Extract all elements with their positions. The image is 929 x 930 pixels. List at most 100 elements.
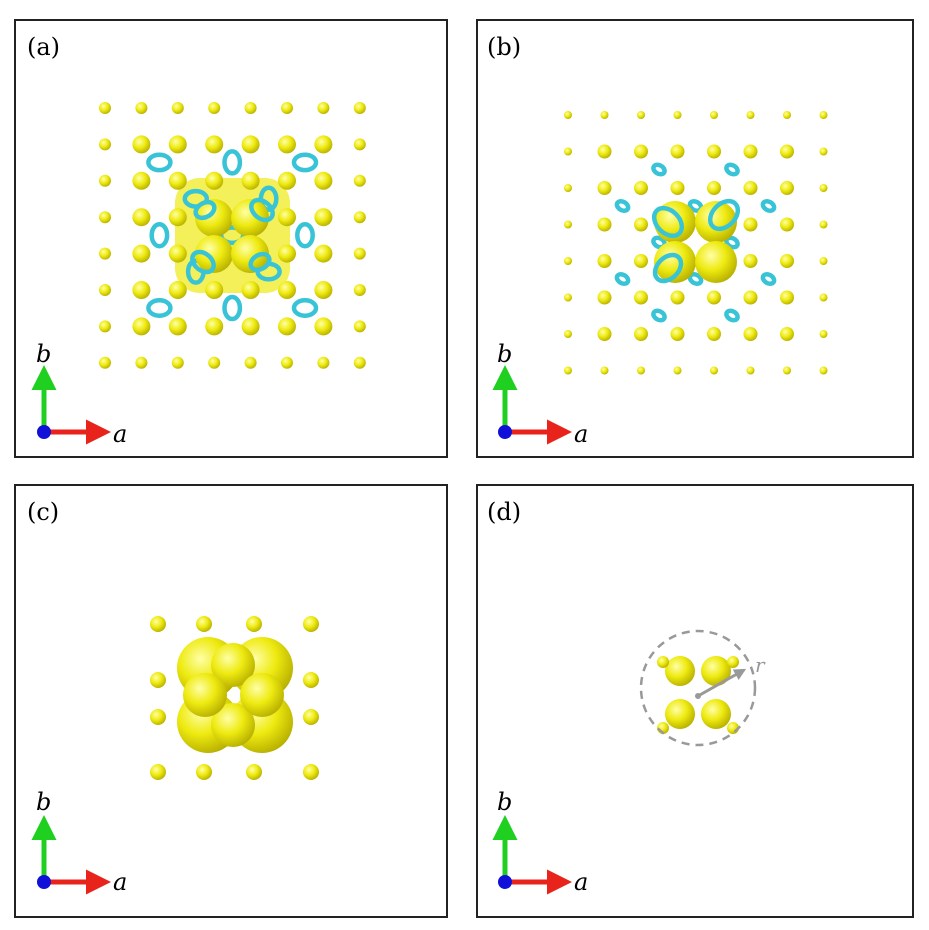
sphere [196,764,212,780]
axis-origin [37,425,51,439]
sphere [135,356,148,369]
sphere [303,672,319,688]
sphere [353,211,366,224]
sphere [132,317,151,336]
panel-label: (d) [487,498,521,526]
sphere [564,257,572,265]
sphere [657,656,669,668]
sphere [132,135,151,154]
sphere [314,281,333,299]
sphere [597,144,612,159]
sphere [634,290,648,305]
sphere [150,764,166,780]
sphere [353,284,366,296]
axis-label-b: b [36,788,51,816]
sphere [303,616,319,632]
sphere [673,111,682,119]
sphere [168,281,187,299]
sphere [695,241,737,283]
sphere [314,135,333,154]
sphere [241,317,260,336]
axis-label-b: b [497,788,512,816]
ring [707,198,741,232]
axis-origin [498,425,512,439]
sphere [205,281,224,299]
sphere [205,317,224,336]
sphere [183,673,227,717]
sphere [670,181,685,195]
sphere [634,217,648,232]
sphere [780,290,794,305]
sphere [353,356,366,369]
sphere [303,709,319,725]
sphere [208,102,221,114]
ring [760,272,777,286]
sphere [634,327,648,341]
sphere [281,102,293,114]
sphere [783,111,791,119]
sphere [727,656,739,668]
sphere [205,135,224,154]
sphere [597,181,612,195]
sphere [670,144,685,159]
sphere [150,672,166,688]
ring [146,152,173,173]
sphere [819,111,828,119]
sphere [634,144,648,159]
radius-label: r [755,653,766,677]
sphere [670,290,685,305]
sphere [231,199,269,237]
isosurfaces [99,102,828,780]
sphere [317,356,330,369]
sphere [278,244,296,263]
sphere [353,320,366,333]
sphere [673,366,682,375]
sphere [132,171,151,190]
sphere [244,102,257,114]
sphere [168,171,187,190]
sphere [168,135,187,154]
sphere [211,643,255,687]
sphere [196,616,212,632]
sphere [246,764,262,780]
sphere [278,135,296,154]
sphere [600,366,609,375]
sphere [637,366,645,375]
halo [175,178,290,293]
ring [222,294,243,322]
sphere [695,201,737,243]
axis-label-b: b [36,340,51,368]
sphere [99,102,111,114]
panel-label: (c) [27,498,59,526]
ring [724,308,740,323]
sphere [132,244,151,263]
sphere [597,327,612,341]
sphere [780,254,794,268]
sphere [168,244,187,263]
sphere [743,217,758,232]
ring [295,221,315,249]
sphere [743,254,758,268]
sphere [278,171,296,190]
sphere [99,138,111,151]
sphere [353,138,366,151]
sphere [564,111,572,119]
sphere [135,102,148,114]
axis-label-a: a [113,868,127,896]
ring [193,199,217,221]
sphere [707,290,721,305]
axis-label-a: a [574,420,588,448]
sphere [317,102,330,114]
sphere [780,144,794,159]
sphere [564,293,572,302]
sphere [171,102,184,114]
sphere [278,281,296,299]
ring [149,221,170,249]
sphere [132,281,151,299]
sphere [665,699,695,729]
axis-origin [498,875,512,889]
sphere [244,356,257,369]
sphere [701,656,731,686]
sphere [597,217,612,232]
sphere [353,174,366,187]
